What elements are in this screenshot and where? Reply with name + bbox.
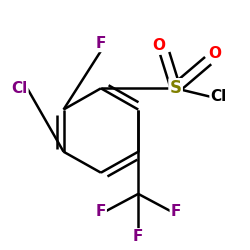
Text: O: O [152,38,165,54]
Text: S: S [170,79,181,97]
Text: O: O [208,46,221,60]
Text: F: F [95,204,106,219]
Text: Cl: Cl [11,81,28,96]
Text: Cl: Cl [210,89,227,104]
Text: F: F [171,204,181,219]
Text: F: F [96,36,106,51]
Text: F: F [133,229,143,244]
